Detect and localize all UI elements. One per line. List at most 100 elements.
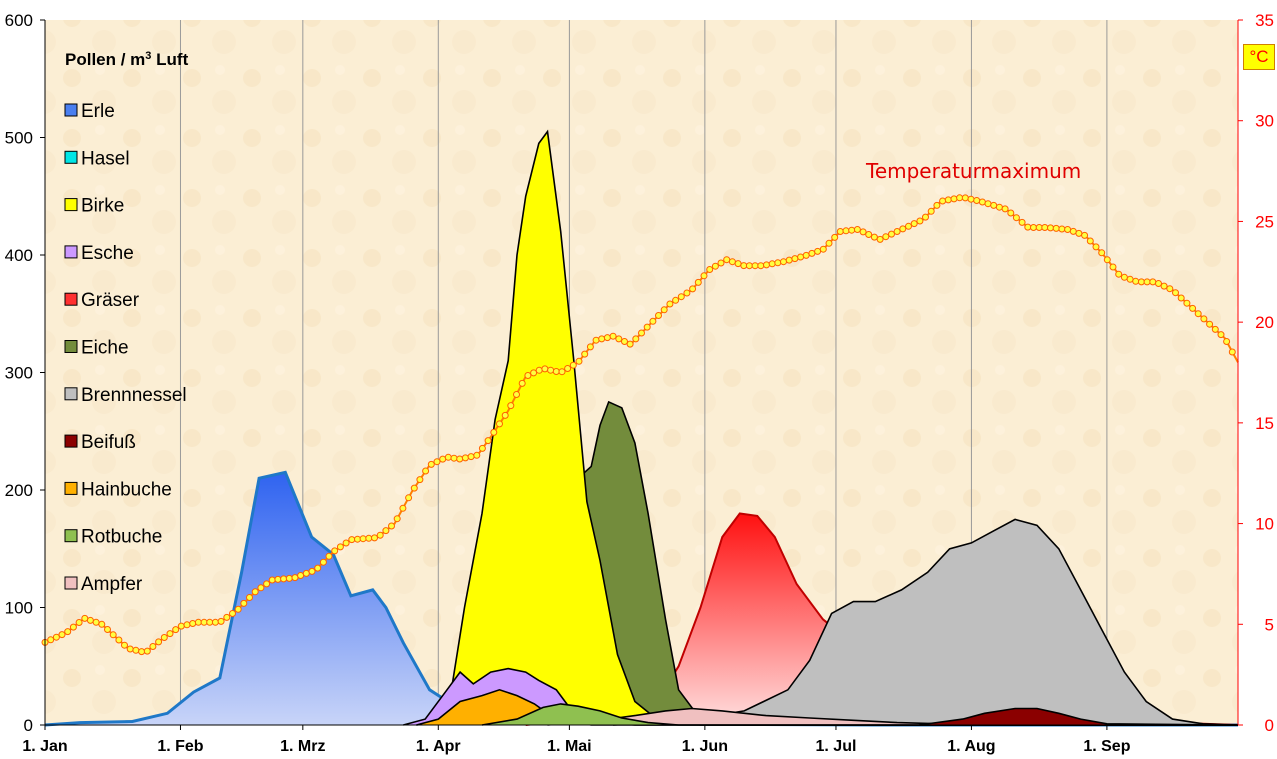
right-tick-label: 15 [1255, 414, 1274, 433]
temperature-point [399, 504, 407, 512]
x-axis-ticks: 1. Jan 1. Feb 1. Mrz 1. Apr 1. Mai 1. Jun 1. J… [22, 725, 1131, 755]
x-tick-label: 1. Aug [947, 738, 995, 755]
temperature-point [490, 428, 498, 436]
temperature-point [439, 455, 447, 463]
area-beifuss [918, 708, 1238, 725]
temperature-point [1001, 205, 1009, 213]
temperature-point [865, 231, 873, 238]
temperature-point [535, 366, 543, 374]
temperature-point [615, 335, 623, 343]
legend-swatch [64, 150, 78, 164]
temperature-point [52, 633, 60, 641]
temperature-point [564, 365, 572, 372]
temperature-point [478, 444, 486, 452]
temperature-point [314, 564, 322, 572]
temperature-point [308, 567, 316, 575]
temperature-point [64, 628, 72, 636]
right-tick-label: 5 [1265, 615, 1274, 634]
temperature-point [1160, 282, 1168, 290]
temperature-point [109, 631, 117, 639]
legend-swatch [64, 292, 78, 306]
temperature-point [518, 379, 526, 387]
temperature-point [1211, 325, 1219, 333]
temperature-point [791, 255, 799, 263]
temperature-point [768, 260, 776, 268]
temperature-point [927, 207, 935, 215]
left-tick-label: 600 [5, 11, 33, 30]
temperature-point [1030, 224, 1037, 231]
area-rotbuche [481, 703, 1238, 725]
temperature-point [115, 636, 123, 644]
temperature-point [166, 630, 174, 638]
temperature-point [967, 195, 975, 203]
legend-item-brennnessel: Brennnessel [64, 385, 187, 406]
right-tick-label: 20 [1255, 313, 1274, 332]
temperature-point [501, 411, 509, 419]
temperature-point [69, 623, 77, 631]
temperature-series [41, 194, 1239, 656]
temperature-point [132, 646, 140, 654]
left-tick-label: 400 [5, 246, 33, 265]
temperature-point [1075, 229, 1083, 237]
temperature-point [1166, 285, 1174, 293]
temperature-point [797, 253, 805, 261]
legend-swatch [64, 198, 78, 212]
temperature-point [365, 534, 373, 542]
temperature-point [1041, 224, 1049, 231]
temperature-point [978, 198, 986, 206]
temperature-point [956, 194, 964, 202]
temperature-point [916, 217, 924, 225]
legend-item-ampfer: Ampfer [64, 574, 143, 595]
legend-swatch [64, 245, 78, 259]
legend-label: Birke [81, 196, 124, 217]
temperature-point [126, 645, 134, 653]
temperature-point [1149, 278, 1157, 286]
temperature-point [910, 220, 918, 228]
legend-label: Ampfer [81, 574, 143, 595]
temperature-point [1069, 227, 1077, 235]
temperature-point [92, 618, 100, 626]
temperature-point [496, 420, 503, 428]
temperature-point [1200, 315, 1208, 323]
pollen-areas [44, 129, 1239, 727]
legend-swatch [64, 434, 78, 448]
temperature-point [870, 233, 878, 241]
temperature-point [763, 261, 770, 269]
right-tick-label: 10 [1255, 515, 1274, 534]
line-beifuss [918, 707, 1239, 726]
temperature-point [427, 460, 435, 468]
temperature-point [899, 225, 907, 233]
temperature-point [47, 636, 55, 644]
temperature-point [734, 260, 742, 268]
temperature-point [1035, 224, 1043, 231]
temperature-point [1081, 231, 1089, 239]
temperature-point [86, 616, 94, 624]
temperature-point [933, 201, 941, 209]
temperature-point [876, 235, 884, 243]
right-tick-label: 25 [1255, 212, 1274, 231]
temperature-point [189, 620, 197, 627]
temperature-point [649, 317, 657, 325]
temperature-point [621, 338, 628, 345]
temperature-point [995, 203, 1003, 211]
temperature-point [513, 391, 520, 398]
temperature-point [297, 572, 305, 579]
temperature-point [569, 361, 577, 369]
temperature-point [1018, 218, 1026, 226]
temperature-point [211, 618, 219, 626]
temperature-point [1137, 278, 1145, 286]
temperature-point [155, 638, 163, 646]
temperature-point [689, 285, 697, 293]
legend-swatch [64, 529, 78, 543]
legend-label: Brennnessel [81, 385, 187, 406]
temperature-point [240, 599, 248, 607]
left-tick-label: 300 [5, 364, 33, 383]
temperature-point [388, 522, 395, 530]
temperature-point [552, 368, 560, 375]
temperature-point [461, 454, 469, 462]
temperature-point [325, 552, 333, 560]
line-rotbuche [481, 703, 1238, 726]
legend-label: Esche [81, 243, 134, 264]
temperature-point [632, 335, 640, 343]
temperature-point [541, 365, 549, 373]
